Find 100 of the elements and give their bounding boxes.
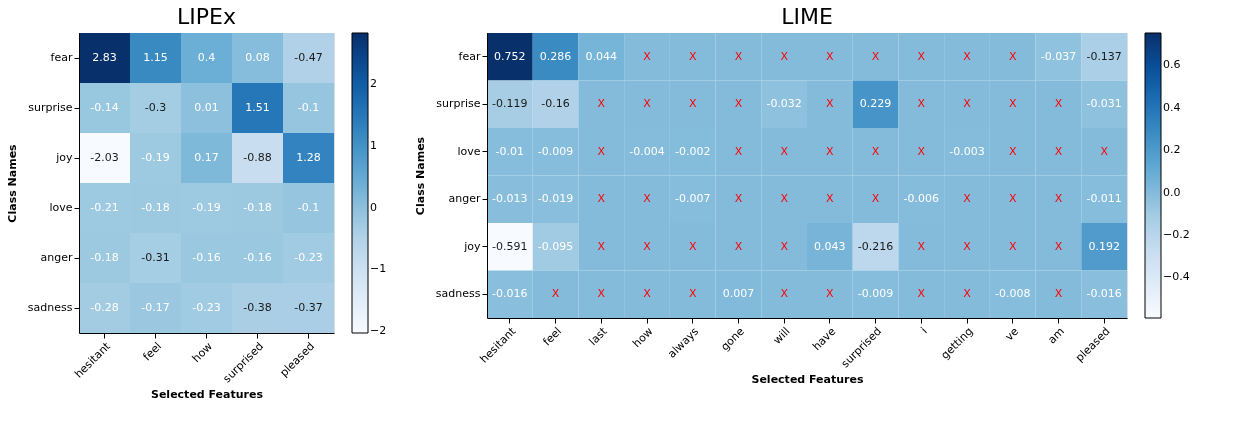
data-label: -0.009 [857,287,894,301]
y-tick-label: fear [50,51,73,64]
color-bar-label: −0.4 [1163,270,1190,284]
data-label: -0.591 [492,239,528,253]
chart-title: LIPEx [177,4,236,29]
data-label: -0.032 [766,97,802,111]
data-label: -0.137 [1086,49,1122,63]
data-label: X [734,49,743,63]
data-label: X [871,192,880,206]
data-label: 1.15 [143,51,168,64]
data-label: -0.1 [297,101,320,114]
color-bar-label: 0.0 [1163,185,1181,199]
data-label: 0.08 [245,51,270,64]
data-label: -0.01 [495,144,525,158]
chart-title: LIME [781,4,833,29]
x-axis-title: Selected Features [751,372,864,386]
data-label: X [734,239,743,253]
data-label: -0.119 [492,97,528,111]
data-label: X [734,144,743,158]
data-label: -0.88 [243,151,272,164]
data-label: X [917,49,926,63]
data-label: -0.38 [243,301,272,314]
data-label: -0.21 [90,201,119,214]
data-label: 0.007 [722,287,755,301]
data-label: -0.016 [1086,287,1122,301]
data-label: -0.18 [243,201,272,214]
data-label: -0.016 [492,287,528,301]
data-label: X [734,192,743,206]
data-label: 0.17 [194,151,219,164]
data-label: -0.18 [141,201,170,214]
data-label: X [597,192,606,206]
data-label: X [780,49,789,63]
data-label: -0.019 [537,192,574,206]
data-label: X [597,239,606,253]
data-label: 0.286 [539,49,572,63]
data-label: 0.752 [494,49,526,63]
data-label: X [688,49,697,63]
x-tick-label: am [1045,324,1067,347]
data-label: -0.3 [144,101,167,114]
data-label: X [643,287,652,301]
color-bar-label: 0.6 [1163,58,1181,72]
data-label: -0.17 [141,301,170,314]
data-label: -0.14 [90,101,119,114]
data-label: -2.03 [90,151,119,164]
data-label: -0.16 [192,251,221,264]
data-label: -0.004 [629,144,665,158]
y-tick-label: joy [463,239,481,253]
data-label: -0.28 [90,301,119,314]
data-label: X [917,97,926,111]
data-label: X [871,144,880,158]
data-label: 2.83 [92,51,117,64]
data-label: X [963,97,972,111]
data-label: X [1008,192,1017,206]
data-label: -0.16 [243,251,272,264]
data-label: X [551,287,560,301]
data-label: -0.47 [294,51,323,64]
x-tick-label: i [918,324,930,337]
data-label: X [597,287,606,301]
y-axis-title: Class Names [413,136,427,216]
data-label: -0.006 [903,192,940,206]
data-label: X [917,239,926,253]
y-tick-label: fear [458,49,481,63]
data-label: 0.229 [859,97,892,111]
data-label: X [826,144,835,158]
data-label: -0.19 [141,151,170,164]
data-label: X [734,97,743,111]
data-label: -0.16 [541,97,570,111]
data-label: X [917,287,926,301]
data-label: -0.031 [1086,97,1122,111]
x-tick-label: last [586,324,611,349]
data-label: X [688,97,697,111]
y-tick-label: anger [40,251,73,264]
y-tick-label: sadness [27,301,73,314]
data-label: -0.37 [294,301,323,314]
y-tick-label: joy [55,151,73,164]
y-axis-title: Class Names [5,143,19,223]
data-label: X [780,287,789,301]
color-bar-label: −2 [370,324,387,338]
data-label: X [1054,192,1063,206]
data-label: X [643,192,652,206]
data-label: -0.007 [674,192,711,206]
data-label: 1.51 [245,101,270,114]
data-label: -0.008 [994,287,1031,301]
data-label: X [780,192,789,206]
data-label: X [643,97,652,111]
y-tick-label: love [457,144,481,158]
data-label: X [597,144,606,158]
y-tick-label: love [49,201,73,214]
data-label: -0.003 [949,144,985,158]
data-label: -0.1 [297,201,320,214]
data-label: -0.23 [294,251,323,264]
data-label: X [688,239,697,253]
data-label: X [963,192,972,206]
data-label: -0.216 [857,239,894,253]
data-label: X [1054,144,1063,158]
data-label: -0.095 [537,239,574,253]
data-label: X [643,49,652,63]
data-label: X [963,49,972,63]
data-label: X [963,239,972,253]
data-label: X [871,49,880,63]
